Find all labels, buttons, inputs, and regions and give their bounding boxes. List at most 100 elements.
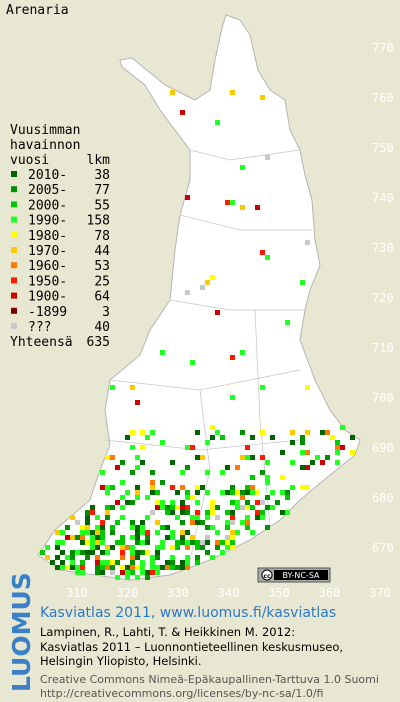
legend-count: 55 [94,198,110,213]
occurrence-square [95,555,100,560]
occurrence-square [200,455,205,460]
occurrence-square [190,515,195,520]
legend-count: 53 [94,259,110,274]
license-line: Creative Commons Nimeä-Epäkaupallinen-Ta… [40,673,379,686]
occurrence-square [260,250,265,255]
occurrence-square [190,520,195,525]
occurrence-square [265,155,270,160]
occurrence-square [90,540,95,545]
occurrence-square [300,450,305,455]
legend-swatch [11,262,17,269]
cc-icon [261,569,273,581]
occurrence-square [290,460,295,465]
occurrence-square [325,430,330,435]
occurrence-square [190,495,195,500]
occurrence-square [140,460,145,465]
occurrence-square [220,435,225,440]
occurrence-square [40,550,45,555]
occurrence-square [265,255,270,260]
occurrence-square [225,200,230,205]
occurrence-square [210,555,215,560]
occurrence-square [230,535,235,540]
occurrence-square [340,425,345,430]
occurrence-square [230,90,235,95]
occurrence-square [155,530,160,535]
occurrence-square [185,540,190,545]
occurrence-square [240,165,245,170]
occurrence-square [230,490,235,495]
occurrence-square [120,570,125,575]
occurrence-square [200,285,205,290]
occurrence-square [155,565,160,570]
occurrence-square [335,440,340,445]
occurrence-square [130,385,135,390]
occurrence-square [215,515,220,520]
occurrence-square [310,460,315,465]
occurrence-square [70,550,75,555]
region-border [254,309,271,526]
occurrence-square [195,430,200,435]
occurrence-square [150,560,155,565]
occurrence-square [165,560,170,565]
legend-label: 2005- [28,183,67,198]
northing-label: 720 [372,291,394,305]
occurrence-square [250,455,255,460]
occurrence-square [110,525,115,530]
occurrence-square [175,545,180,550]
legend-swatch [11,201,17,208]
occurrence-square [190,360,195,365]
occurrence-square [305,240,310,245]
legend-count: 44 [94,244,110,259]
occurrence-square [130,560,135,565]
logo: LUOMUS [7,572,36,692]
occurrence-square [215,310,220,315]
occurrence-square [265,460,270,465]
northing-label: 750 [372,141,394,155]
occurrence-square [105,545,110,550]
occurrence-square [55,540,60,545]
badge-label-bg [274,570,328,580]
occurrence-square [330,435,335,440]
occurrence-square [300,440,305,445]
occurrence-square [80,540,85,545]
occurrence-square [255,510,260,515]
occurrence-square [270,490,275,495]
occurrence-square [80,525,85,530]
occurrence-square [95,530,100,535]
legend-swatch [11,186,17,193]
occurrence-square [320,430,325,435]
occurrence-square [195,455,200,460]
occurrence-square [150,565,155,570]
occurrence-square [135,495,140,500]
occurrence-square [130,555,135,560]
occurrence-square [215,530,220,535]
occurrence-square [70,535,75,540]
occurrence-square [95,570,100,575]
occurrence-square [245,525,250,530]
occurrence-square [130,525,135,530]
occurrence-square [130,500,135,505]
occurrence-square [140,445,145,450]
occurrence-square [300,280,305,285]
occurrence-square [195,545,200,550]
occurrence-square [50,560,55,565]
occurrence-square [265,480,270,485]
occurrence-square [105,560,110,565]
northing-label: 770 [372,41,394,55]
easting-label: 340 [218,586,240,600]
occurrence-square [245,490,250,495]
occurrence-square [65,565,70,570]
occurrence-square [180,520,185,525]
legend-count: 3 [102,305,110,320]
occurrence-square [180,565,185,570]
occurrence-square [155,570,160,575]
occurrence-square [120,535,125,540]
occurrence-square [220,540,225,545]
total-label: Yhteensä [10,335,73,350]
legend-count: 38 [94,168,110,183]
occurrence-square [245,515,250,520]
occurrence-square [130,430,135,435]
occurrence-square [85,540,90,545]
occurrence-square [270,505,275,510]
